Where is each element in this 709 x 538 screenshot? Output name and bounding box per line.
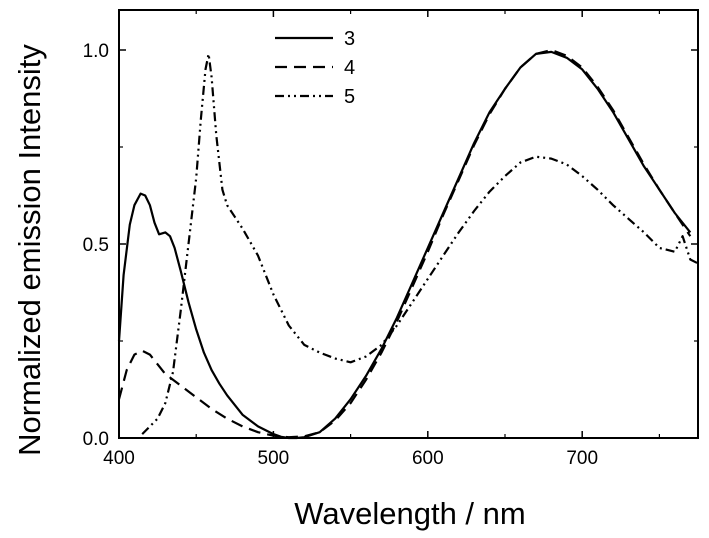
legend-label-5: 5 — [344, 86, 355, 108]
y-tick-label: 1.0 — [83, 41, 109, 62]
x-tick-label: 500 — [258, 448, 290, 469]
plot-area — [118, 9, 699, 439]
x-tick-label: 700 — [566, 448, 598, 469]
x-tick-label: 400 — [103, 448, 135, 469]
legend-label-4: 4 — [344, 57, 355, 79]
series-lines — [117, 48, 699, 440]
series-line-3 — [117, 50, 692, 440]
legend-label-3: 3 — [344, 28, 355, 50]
plot-frame — [118, 9, 699, 439]
y-axis-title: Normalized emission Intensity — [12, 44, 47, 456]
x-axis-title: Wavelength / nm — [294, 496, 525, 531]
x-tick-label: 600 — [412, 448, 444, 469]
y-tick-label: 0.5 — [83, 235, 109, 256]
axis-ticks: 400 500 600 700 0.0 0.5 1.0 — [83, 10, 698, 469]
y-tick-label: 0.0 — [83, 429, 109, 450]
series-line-4 — [117, 48, 692, 439]
legend: 3 4 5 — [275, 28, 355, 108]
